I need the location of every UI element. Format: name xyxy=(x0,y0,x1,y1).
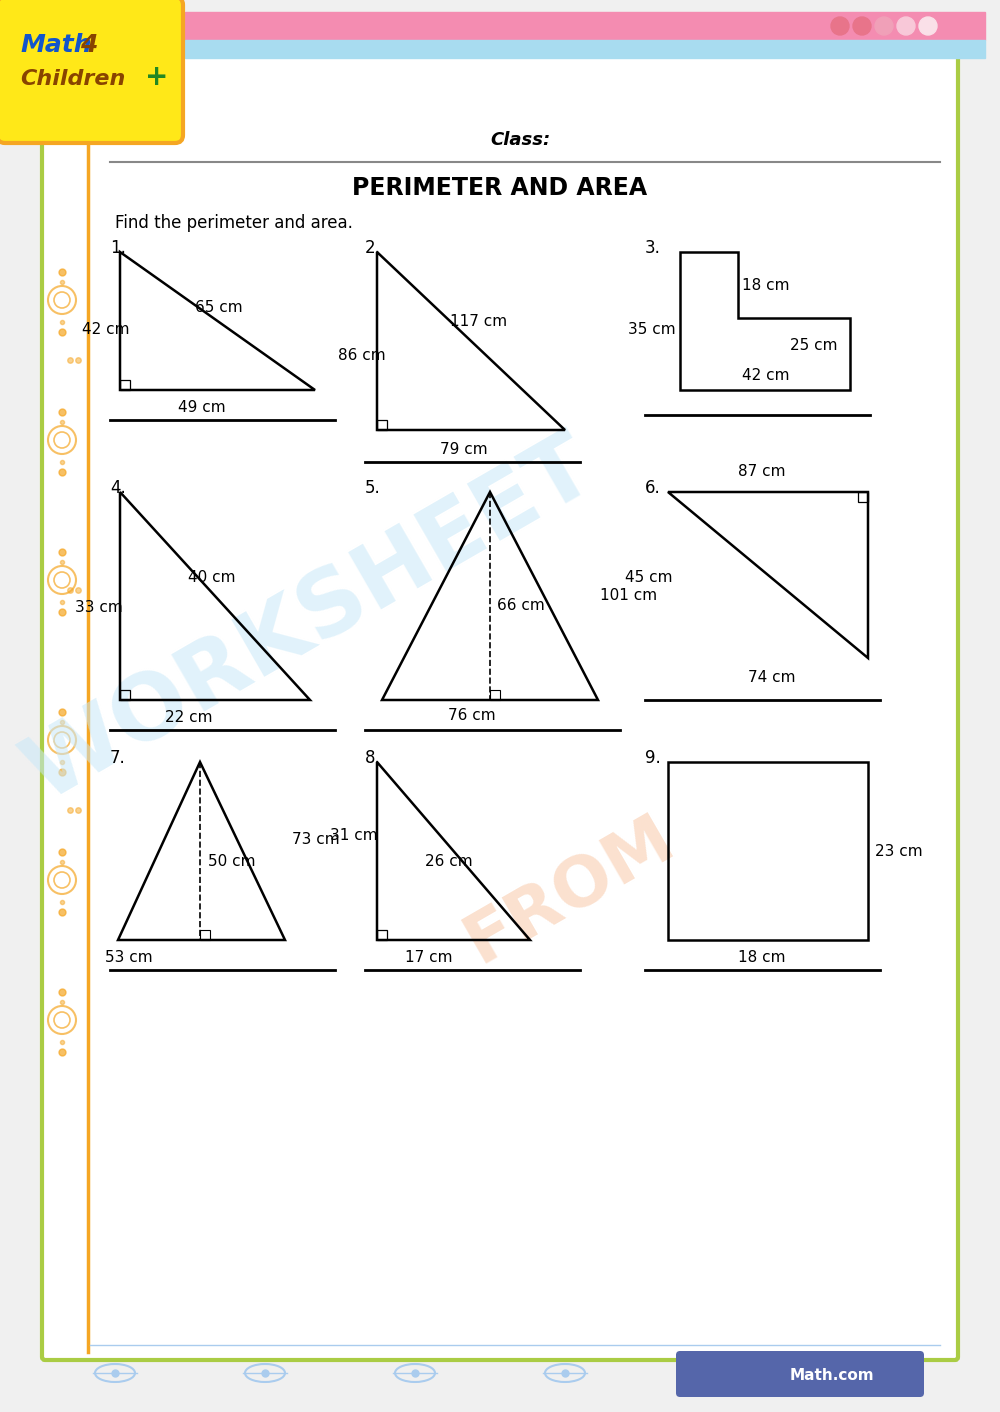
Text: 53 cm: 53 cm xyxy=(105,950,153,966)
Text: 74 cm: 74 cm xyxy=(748,671,796,685)
Circle shape xyxy=(831,17,849,35)
Text: 4: 4 xyxy=(80,32,97,56)
Text: 23 cm: 23 cm xyxy=(875,844,923,860)
Circle shape xyxy=(897,17,915,35)
Circle shape xyxy=(875,17,893,35)
Text: 7.: 7. xyxy=(110,748,126,767)
Bar xyxy=(185,40,985,58)
Text: 35 cm: 35 cm xyxy=(628,322,676,337)
Text: 1.: 1. xyxy=(110,239,126,257)
Text: 26 cm: 26 cm xyxy=(425,854,473,870)
Text: 79 cm: 79 cm xyxy=(440,442,488,457)
Text: 49 cm: 49 cm xyxy=(178,401,226,415)
Text: 40 cm: 40 cm xyxy=(188,570,236,586)
Bar xyxy=(185,11,985,40)
Circle shape xyxy=(919,17,937,35)
Text: 42 cm: 42 cm xyxy=(82,322,130,337)
Text: 3.: 3. xyxy=(645,239,661,257)
Text: 18 cm: 18 cm xyxy=(742,278,790,292)
FancyBboxPatch shape xyxy=(676,1351,924,1396)
Text: 117 cm: 117 cm xyxy=(450,315,507,329)
Text: 73 cm: 73 cm xyxy=(292,833,340,847)
Text: 25 cm: 25 cm xyxy=(790,337,838,353)
Text: 6.: 6. xyxy=(645,479,661,497)
Text: Class:: Class: xyxy=(490,131,550,150)
Text: Math.com: Math.com xyxy=(790,1367,875,1382)
Text: 42 cm: 42 cm xyxy=(742,367,790,383)
Text: 9.: 9. xyxy=(645,748,661,767)
Text: 4.: 4. xyxy=(110,479,126,497)
Text: FROM: FROM xyxy=(454,803,686,976)
Text: Futuristic: Futuristic xyxy=(696,1367,778,1382)
Text: PERIMETER AND AREA: PERIMETER AND AREA xyxy=(352,176,648,201)
FancyBboxPatch shape xyxy=(42,42,958,1360)
Text: 86 cm: 86 cm xyxy=(338,347,386,363)
Text: 66 cm: 66 cm xyxy=(497,597,545,613)
Text: 33 cm: 33 cm xyxy=(75,600,123,616)
Text: 45 cm: 45 cm xyxy=(625,570,672,586)
Text: Math: Math xyxy=(20,32,92,56)
Text: 87 cm: 87 cm xyxy=(738,465,786,480)
Text: Children: Children xyxy=(20,69,125,89)
Text: 8.: 8. xyxy=(365,748,381,767)
Text: 17 cm: 17 cm xyxy=(405,950,452,966)
Circle shape xyxy=(853,17,871,35)
Text: +: + xyxy=(145,64,168,90)
Text: Find the perimeter and area.: Find the perimeter and area. xyxy=(115,215,353,232)
Text: 2.: 2. xyxy=(365,239,381,257)
Text: 76 cm: 76 cm xyxy=(448,707,496,723)
Text: Name:: Name: xyxy=(115,131,180,150)
Text: 22 cm: 22 cm xyxy=(165,710,212,726)
Text: 18 cm: 18 cm xyxy=(738,950,786,966)
Text: 65 cm: 65 cm xyxy=(195,301,243,315)
Text: 31 cm: 31 cm xyxy=(330,827,378,843)
Text: WORKSHEET: WORKSHEET xyxy=(10,422,610,819)
Text: 5.: 5. xyxy=(365,479,381,497)
Text: 101 cm: 101 cm xyxy=(600,587,657,603)
FancyBboxPatch shape xyxy=(0,0,183,143)
Text: 50 cm: 50 cm xyxy=(208,854,256,870)
